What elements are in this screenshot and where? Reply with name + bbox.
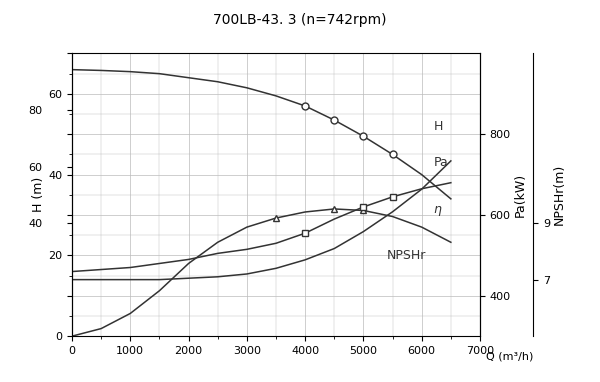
Y-axis label: NPSHr(m): NPSHr(m) (553, 164, 566, 225)
Text: NPSHr: NPSHr (387, 249, 426, 262)
Text: Pa: Pa (433, 156, 448, 169)
Text: 700LB-43. 3 (n=742rpm): 700LB-43. 3 (n=742rpm) (213, 13, 387, 28)
Text: Q (m³/h): Q (m³/h) (486, 351, 533, 361)
Y-axis label: H (m): H (m) (32, 177, 46, 212)
Y-axis label: Pa(kW): Pa(kW) (514, 173, 527, 217)
Text: $\eta$: $\eta$ (433, 204, 443, 218)
Text: H: H (433, 120, 443, 133)
